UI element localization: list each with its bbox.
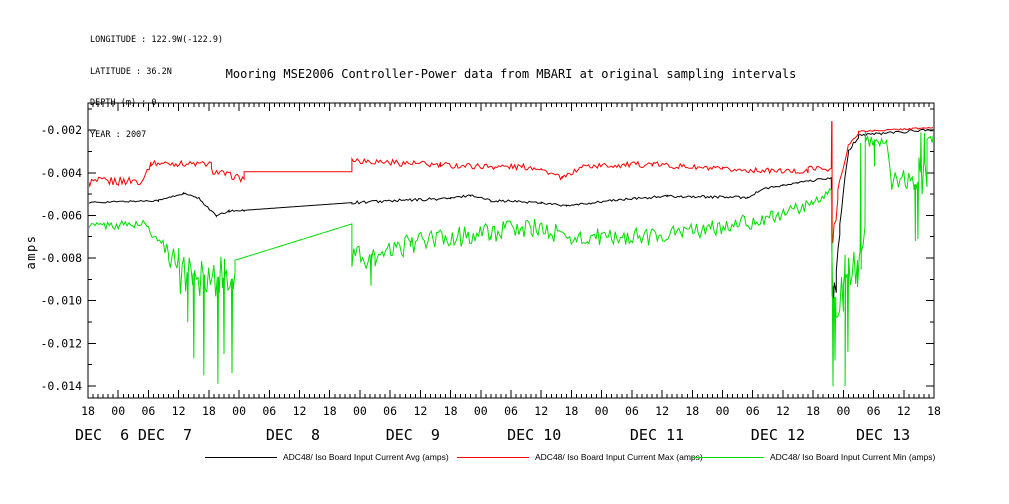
x-tick-label: 12 [413,404,427,418]
x-tick-label: 12 [293,404,307,418]
y-tick-label: -0.008 [40,251,82,265]
x-date-label: DEC 10 [507,426,561,444]
y-tick-label: -0.010 [40,294,82,308]
x-date-label: DEC 7 [138,426,192,444]
x-date-label: DEC 13 [856,426,910,444]
x-tick-label: 06 [141,404,155,418]
x-tick-label: 00 [595,404,609,418]
x-tick-label: 18 [444,404,458,418]
x-tick-label: 12 [172,404,186,418]
x-tick-label: 18 [685,404,699,418]
legend-line-max-red [457,456,529,458]
x-tick-label: 12 [897,404,911,418]
x-tick-label: 06 [746,404,760,418]
y-tick-label: -0.012 [40,336,82,350]
legend-label-avg: ADC48/ Iso Board Input Current Avg (amps… [283,452,449,462]
x-tick-label: 06 [867,404,881,418]
x-tick-label: 00 [111,404,125,418]
series-line-max [89,121,933,244]
x-tick-label: 00 [353,404,367,418]
legend-item-avg: ADC48/ Iso Board Input Current Avg (amps… [205,450,449,464]
y-tick-label: -0.014 [40,379,82,393]
x-tick-label: 12 [776,404,790,418]
x-tick-label: 18 [323,404,337,418]
x-tick-label: 18 [806,404,820,418]
legend-line-avg-black [205,456,277,458]
x-tick-label: 00 [474,404,488,418]
x-tick-label: 06 [262,404,276,418]
x-tick-label: 12 [534,404,548,418]
x-tick-label: 12 [655,404,669,418]
x-tick-label: 18 [81,404,95,418]
legend: ADC48/ Iso Board Input Current Avg (amps… [0,450,1009,464]
x-tick-label: 00 [716,404,730,418]
x-date-label: DEC 8 [266,426,320,444]
x-tick-label: 18 [927,404,941,418]
legend-label-min: ADC48/ Iso Board Input Current Min (amps… [770,452,936,462]
metadata-longitude: LONGITUDE : 122.9W(-122.9) [90,35,224,45]
legend-label-max: ADC48/ Iso Board Input Current Max (amps… [535,452,703,462]
series-line-avg [89,128,933,303]
x-tick-label: 06 [625,404,639,418]
metadata-year: YEAR : 2007 [90,129,147,140]
y-tick-label: -0.006 [40,208,82,222]
x-date-label: DEC 9 [386,426,440,444]
legend-item-max: ADC48/ Iso Board Input Current Max (amps… [457,450,703,464]
plot-frame [87,102,935,399]
metadata-latitude: LATITUDE : 36.2N [90,66,172,77]
y-tick-label: -0.002 [40,123,82,137]
x-tick-label: 00 [836,404,850,418]
y-tick-label: -0.004 [40,166,82,180]
x-date-label: DEC 11 [630,426,684,444]
x-tick-label: 06 [504,404,518,418]
chart-title: Mooring MSE2006 Controller-Power data fr… [225,67,797,81]
x-tick-label: 06 [383,404,397,418]
x-tick-label: 18 [564,404,578,418]
legend-item-min: ADC48/ Iso Board Input Current Min (amps… [692,450,935,464]
series-line-min [89,132,933,387]
x-tick-label: 00 [232,404,246,418]
axis-ticks [87,103,935,398]
x-date-label: DEC 6 [75,426,129,444]
x-tick-label: 18 [202,404,216,418]
x-date-label: DEC 12 [751,426,805,444]
legend-line-min-green [692,456,764,458]
